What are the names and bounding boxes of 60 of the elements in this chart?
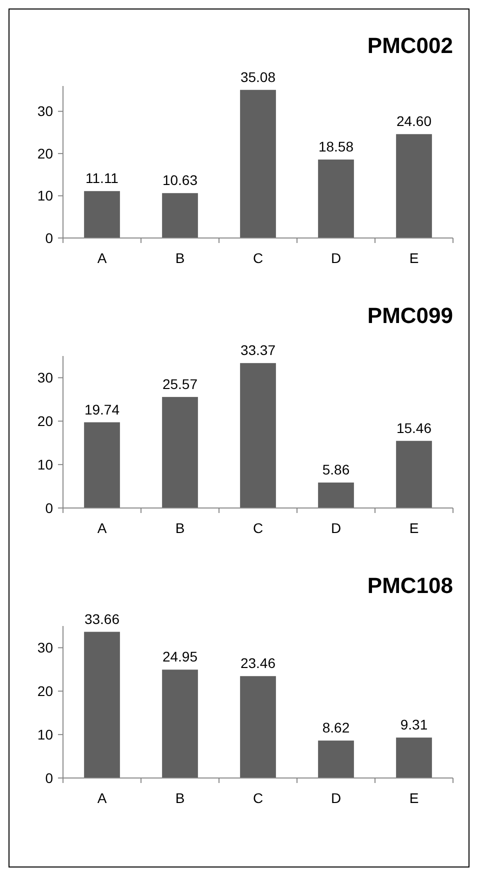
y-tick-label: 0 bbox=[45, 500, 54, 516]
chart-title: PMC002 bbox=[367, 33, 453, 58]
bar bbox=[240, 90, 276, 238]
data-label: 9.31 bbox=[400, 716, 428, 733]
bar bbox=[162, 670, 198, 778]
x-tick-label: A bbox=[97, 520, 108, 536]
x-tick-label: B bbox=[175, 520, 185, 536]
data-label: 33.37 bbox=[240, 342, 276, 358]
data-label: 33.66 bbox=[84, 610, 120, 627]
y-tick-label: 30 bbox=[37, 103, 54, 120]
data-label: 5.86 bbox=[322, 462, 350, 478]
x-tick-label: A bbox=[97, 250, 108, 266]
bar bbox=[318, 740, 354, 778]
y-tick-label: 30 bbox=[37, 370, 54, 386]
x-tick-label: D bbox=[330, 250, 342, 266]
x-tick-label: C bbox=[252, 790, 264, 806]
data-label: 10.63 bbox=[162, 172, 198, 188]
bar bbox=[84, 191, 120, 238]
chart-title: PMC099 bbox=[367, 303, 453, 328]
bar bbox=[84, 632, 120, 778]
y-tick-label: 20 bbox=[37, 413, 54, 430]
data-label: 25.57 bbox=[162, 376, 198, 392]
y-tick-label: 20 bbox=[37, 683, 54, 700]
x-tick-label: E bbox=[409, 520, 419, 536]
y-tick-label: 10 bbox=[37, 726, 54, 742]
y-tick-label: 10 bbox=[37, 456, 54, 472]
bar bbox=[396, 134, 432, 238]
data-label: 24.95 bbox=[162, 648, 198, 665]
data-label: 15.46 bbox=[396, 420, 432, 436]
bar bbox=[318, 482, 354, 508]
x-tick-label: D bbox=[330, 790, 342, 806]
data-label: 23.46 bbox=[240, 655, 276, 672]
x-tick-label: A bbox=[97, 790, 108, 806]
bar bbox=[396, 738, 432, 778]
data-label: 11.11 bbox=[86, 170, 119, 186]
y-tick-label: 0 bbox=[45, 770, 54, 786]
bar bbox=[162, 396, 198, 508]
y-tick-label: 20 bbox=[37, 145, 54, 162]
y-tick-label: 10 bbox=[37, 188, 54, 204]
data-label: 35.08 bbox=[240, 68, 276, 85]
data-label: 19.74 bbox=[84, 401, 120, 418]
bar bbox=[240, 676, 276, 778]
x-tick-label: C bbox=[252, 520, 264, 536]
y-tick-label: 30 bbox=[37, 640, 54, 656]
x-tick-label: E bbox=[409, 250, 419, 266]
x-tick-label: D bbox=[330, 520, 342, 536]
x-tick-label: E bbox=[409, 790, 419, 806]
bar bbox=[396, 440, 432, 508]
data-label: 8.62 bbox=[322, 720, 350, 736]
bar bbox=[318, 160, 354, 238]
data-label: 24.60 bbox=[396, 113, 432, 130]
x-tick-label: B bbox=[175, 250, 185, 266]
bar bbox=[240, 363, 276, 508]
x-tick-label: C bbox=[252, 250, 264, 266]
bar bbox=[162, 193, 198, 238]
bar bbox=[84, 422, 120, 508]
y-tick-label: 0 bbox=[45, 230, 54, 246]
chart-title: PMC108 bbox=[367, 573, 453, 598]
data-label: 18.58 bbox=[318, 138, 354, 155]
x-tick-label: B bbox=[175, 790, 185, 806]
